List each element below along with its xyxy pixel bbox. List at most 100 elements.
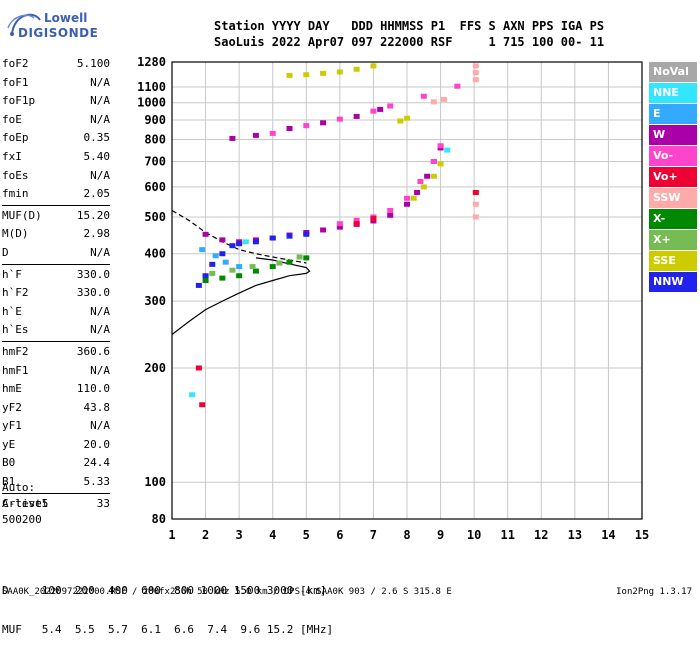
echo-point-sse [430, 173, 437, 179]
logo-text-lowell: Lowell [44, 11, 88, 25]
echo-point-nne [444, 147, 451, 153]
parameter-row: h`F2 330.0 [2, 284, 110, 303]
header-line-2: SaoLuis 2022 Apr07 097 222000 RSF 1 715 … [214, 35, 605, 49]
electron-density-profile [171, 209, 311, 335]
echo-point-vo- [387, 207, 394, 213]
echo-point-nne [242, 239, 249, 245]
parameter-row: yF2 43.8 [2, 399, 110, 418]
echo-point-vo- [195, 365, 202, 371]
x-tick-label: 14 [601, 528, 615, 542]
parameter-value: N/A [90, 75, 110, 89]
parameter-value: 0.35 [83, 131, 111, 145]
digisonde-swirl-icon [7, 13, 41, 36]
echo-point-w [252, 132, 259, 138]
legend-item-nnw: NNW [649, 272, 697, 292]
y-tick-label: 1280 [137, 55, 166, 69]
autoscaling-info: Auto: Artist5 500200 [2, 480, 48, 528]
echo-point-nnw [286, 233, 293, 239]
parameter-value: 110.0 [76, 382, 110, 396]
echo-point-w [377, 106, 384, 112]
y-tick-label: 80 [152, 512, 166, 526]
parameter-row: hmF1 N/A [2, 362, 110, 381]
echo-point-nne [189, 392, 196, 398]
echo-point-nnw [209, 261, 216, 267]
echo-point-vo- [303, 123, 310, 129]
plot-frame [171, 61, 643, 520]
echo-point-x- [219, 275, 226, 281]
parameter-value: 33 [96, 496, 110, 510]
x-tick-label: 4 [269, 528, 276, 542]
echo-point-w [353, 113, 360, 119]
echo-point-x- [249, 264, 256, 270]
legend-item-e: E [649, 104, 697, 124]
profile-curve-dashed [171, 209, 307, 264]
echo-point-ssw [472, 63, 479, 69]
echo-point-vo- [430, 158, 437, 164]
echo-point-vo- [199, 402, 206, 408]
echo-point-vo- [454, 83, 461, 89]
parameter-name: hmF2 [2, 344, 29, 358]
parameter-value: 20.0 [83, 437, 111, 451]
y-tick-label: 900 [144, 113, 166, 127]
parameter-row: foEp 0.35 [2, 129, 110, 148]
echo-point-e [236, 264, 243, 270]
parameter-value: N/A [90, 245, 110, 259]
header-line-1: Station YYYY DAY DDD HHMMSS P1 FFS S AXN… [214, 19, 605, 33]
parameter-row: M(D) 2.98 [2, 225, 110, 244]
profile-curve [171, 257, 311, 335]
legend-item-ssw: SSW [649, 188, 697, 208]
echo-point-vo- [417, 178, 424, 184]
parameter-value: N/A [90, 94, 110, 108]
parameter-value: N/A [90, 323, 110, 337]
parameter-name: foEp [2, 131, 29, 145]
parameter-divider [2, 492, 110, 494]
x-tick-label: 6 [336, 528, 343, 542]
parameter-name: B0 [2, 456, 16, 470]
echo-point-vo- [472, 189, 479, 195]
echo-point-vo- [370, 216, 377, 222]
parameter-name: yE [2, 437, 16, 451]
x-tick-label: 2 [202, 528, 209, 542]
parameter-row: D N/A [2, 244, 110, 263]
echo-point-w [414, 189, 421, 195]
polarization-legend: NoVal NNE E W Vo- Vo+ SSW X- X+ SSE NNW [649, 62, 697, 293]
parameter-row: fxI 5.40 [2, 148, 110, 167]
parameter-value: N/A [90, 304, 110, 318]
parameter-name: foEs [2, 168, 29, 182]
echo-point-ssw [472, 77, 479, 83]
y-tick-label: 800 [144, 132, 166, 146]
echo-point-sse [404, 115, 410, 121]
x-tick-labels: 1 2 3 4 5 6 7 8 9 10 11 12 13 14 15 [168, 528, 649, 542]
parameter-row: yF1 N/A [2, 417, 110, 436]
parameter-value: 5.100 [76, 57, 110, 70]
parameter-name: foE [2, 112, 22, 126]
parameter-value: N/A [90, 419, 110, 433]
parameter-row: foF1p N/A [2, 92, 110, 111]
echo-point-nnw [252, 239, 259, 245]
parameter-row: hmE 110.0 [2, 380, 110, 399]
parameter-name: foF1p [2, 94, 36, 108]
echo-points [189, 63, 479, 408]
auto-artist: Artist5 [2, 497, 49, 510]
parameter-name: M(D) [2, 227, 29, 241]
echo-point-sse [370, 63, 377, 69]
echo-point-nnw [236, 241, 243, 247]
x-tick-label: 10 [467, 528, 481, 542]
y-tick-label: 600 [144, 180, 166, 194]
parameter-divider [2, 340, 110, 342]
echo-point-x- [209, 270, 216, 276]
parameter-row: MUF(D) 15.20 [2, 207, 110, 226]
echo-point-nnw [229, 243, 236, 249]
parameter-row: foEs N/A [2, 167, 110, 186]
legend-item-x-: X+ [649, 230, 697, 250]
parameter-value: 5.33 [83, 475, 111, 489]
echo-point-e [199, 247, 206, 253]
echo-point-x- [236, 273, 243, 279]
parameter-name: B1 [2, 475, 16, 489]
echo-point-w [336, 224, 343, 230]
parameter-row: foE N/A [2, 111, 110, 130]
parameter-value: 360.6 [76, 344, 110, 358]
parameter-name: fmin [2, 187, 29, 201]
y-tick-labels: 80 100 200 300 400 500 600 700 800 900 1000 1100 128… [137, 55, 166, 526]
y-tick-label: 200 [144, 361, 166, 375]
